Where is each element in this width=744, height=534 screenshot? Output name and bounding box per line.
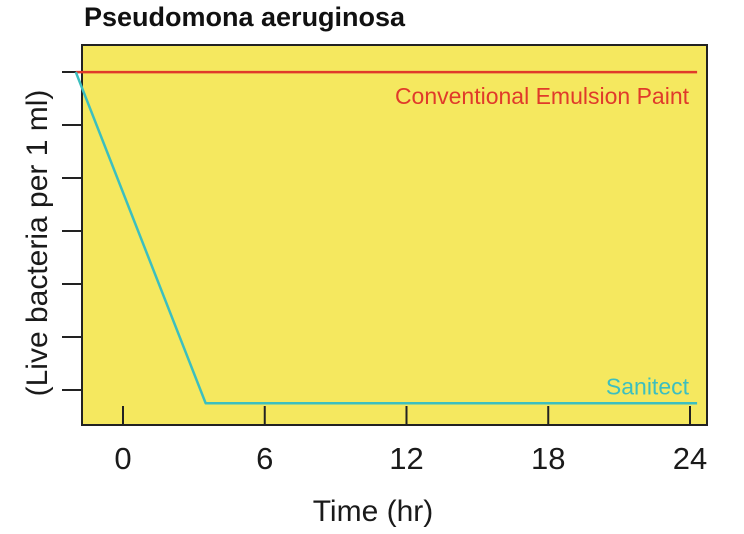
x-tick-label: 0 [114, 441, 131, 476]
x-axis-ticks [122, 406, 691, 425]
series-labels: Conventional Emulsion Paint Sanitect [395, 83, 690, 399]
y-axis-label: (Live bacteria per 1 ml) [21, 90, 54, 397]
series-lines [74, 70, 698, 405]
x-tick-label: 12 [389, 441, 423, 476]
series-label: Conventional Emulsion Paint [395, 83, 690, 109]
x-axis-tick-labels: 0 6 12 18 24 [114, 441, 707, 476]
series-line [74, 71, 698, 405]
series-label: Sanitect [606, 373, 690, 399]
chart-title: Pseudomona aeruginosa [84, 2, 406, 32]
x-tick-label: 6 [256, 441, 273, 476]
x-axis-label: Time (hr) [313, 495, 434, 528]
plot-area [81, 44, 708, 426]
x-tick-label: 18 [531, 441, 565, 476]
x-tick-label: 24 [673, 441, 707, 476]
y-axis-ticks [62, 71, 82, 391]
